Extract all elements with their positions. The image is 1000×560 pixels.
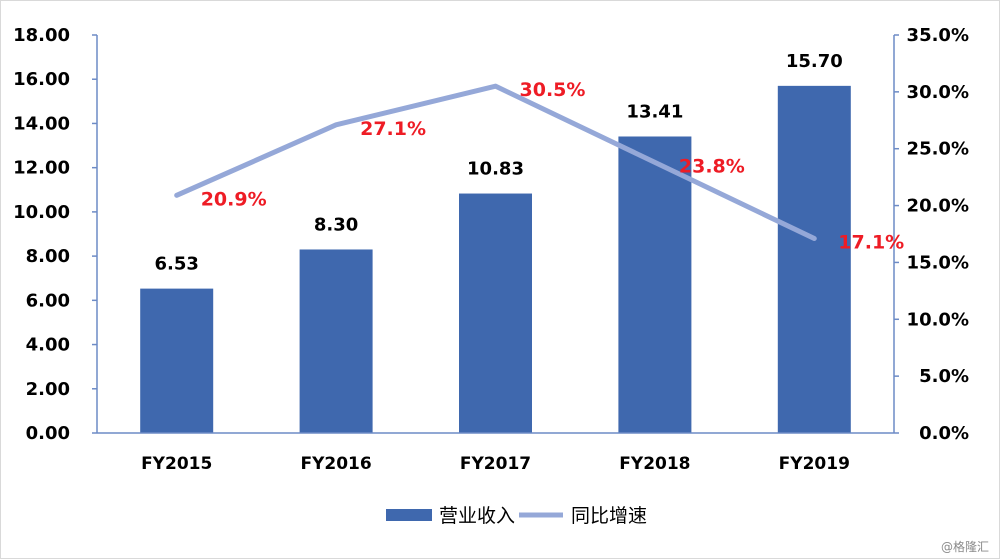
bar <box>618 136 692 434</box>
x-axis: FY2015 FY2016 FY2017 FY2018 FY2019 <box>97 432 894 474</box>
bar <box>777 85 851 433</box>
line-value-label: 30.5% <box>520 79 586 101</box>
left-tick-label: 10.00 <box>13 202 70 223</box>
growth-line <box>174 83 817 242</box>
left-tick-label: 18.00 <box>13 25 70 46</box>
bar <box>459 193 532 433</box>
left-tick-label: 16.00 <box>13 69 70 90</box>
line-value-label: 20.9% <box>201 188 267 210</box>
bar <box>299 249 373 433</box>
x-tick-label: FY2019 <box>779 454 850 474</box>
x-tick-label: FY2018 <box>619 454 690 474</box>
right-tick-label: 15.0% <box>907 252 969 273</box>
left-tick-label: 14.00 <box>13 113 70 134</box>
line-series: 20.9% 27.1% 30.5% 23.8% 17.1% <box>174 79 904 254</box>
x-tick-label: FY2017 <box>460 454 531 474</box>
watermark: @格隆汇 <box>941 539 989 554</box>
left-tick-label: 2.00 <box>26 379 70 400</box>
bar-value-label: 13.41 <box>626 101 683 122</box>
right-tick-label: 20.0% <box>907 196 969 217</box>
bar-value-label: 10.83 <box>467 159 524 180</box>
line-value-label: 23.8% <box>679 155 745 177</box>
left-y-axis: 0.00 2.00 4.00 6.00 8.00 10.00 12.00 14.00 16.00… <box>13 25 98 444</box>
bar-value-label: 8.30 <box>314 214 358 235</box>
line-value-label: 17.1% <box>838 232 904 254</box>
right-tick-label: 30.0% <box>907 82 969 103</box>
line-value-label: 27.1% <box>360 118 426 140</box>
left-tick-label: 0.00 <box>26 423 70 444</box>
right-tick-label: 35.0% <box>907 25 969 46</box>
legend-swatch-bar <box>386 509 432 521</box>
x-tick-label: FY2015 <box>141 454 212 474</box>
bar-series: 6.53 8.30 10.83 13.41 15.70 <box>140 51 851 434</box>
right-tick-label: 10.0% <box>907 309 969 330</box>
right-tick-label: 5.0% <box>919 366 969 387</box>
left-tick-label: 12.00 <box>13 158 70 179</box>
left-tick-label: 8.00 <box>26 246 70 267</box>
bar-value-label: 15.70 <box>786 51 843 72</box>
legend: 营业收入 同比增速 <box>386 505 647 527</box>
bar <box>140 288 214 433</box>
x-tick-label: FY2016 <box>300 454 371 474</box>
left-tick-label: 4.00 <box>26 335 70 356</box>
legend-label-line: 同比增速 <box>571 505 647 527</box>
bar-value-label: 6.53 <box>154 254 198 275</box>
legend-label-bar: 营业收入 <box>439 505 515 527</box>
left-tick-label: 6.00 <box>26 290 70 311</box>
right-tick-label: 0.0% <box>919 423 969 444</box>
right-tick-label: 25.0% <box>907 139 969 160</box>
right-y-axis: 0.0% 5.0% 10.0% 15.0% 20.0% 25.0% 30.0% 35.0% <box>893 25 969 444</box>
